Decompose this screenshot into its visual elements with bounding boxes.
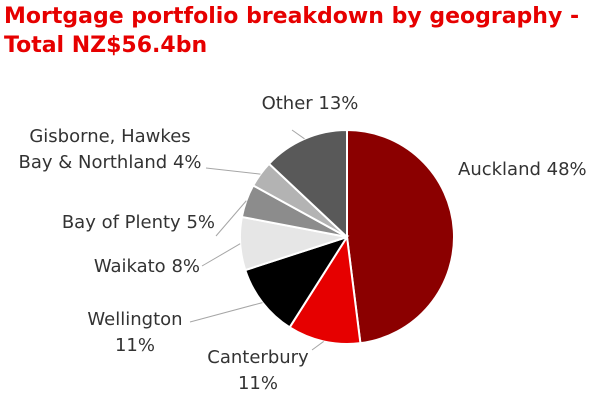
leader-line	[291, 129, 305, 140]
value-label: 8%	[171, 256, 200, 277]
value-label: 5%	[186, 212, 215, 233]
chart-title: Mortgage portfolio breakdown by geograph…	[4, 4, 580, 58]
category-label: Other	[261, 93, 313, 114]
category-label: Waikato	[93, 256, 166, 277]
pie-slice	[346, 128, 455, 345]
leader-line	[311, 341, 324, 351]
category-label: Bay of Plenty	[61, 212, 181, 233]
pie-slice	[288, 234, 362, 345]
data-label: Other 13%	[245, 91, 375, 117]
data-label: Waikato 8%	[60, 254, 200, 280]
data-label: Bay of Plenty 5%	[20, 210, 215, 236]
value-label: 11%	[114, 335, 155, 356]
value-label: 11%	[237, 373, 278, 394]
data-label: Canterbury 11%	[198, 345, 318, 397]
data-label: Auckland 48%	[458, 157, 598, 183]
value-label: 48%	[546, 159, 587, 180]
value-label: 13%	[318, 93, 359, 114]
pie-slice	[267, 128, 348, 240]
data-label: Wellington 11%	[80, 307, 190, 359]
leader-line	[205, 167, 261, 175]
value-label: 4%	[172, 152, 202, 173]
category-label: Gisborne, Hawkes Bay & Northland	[18, 126, 191, 173]
data-label: Gisborne, Hawkes Bay & Northland 4%	[12, 124, 208, 176]
leader-line	[189, 302, 263, 323]
category-label: Canterbury	[207, 347, 309, 368]
pie-slice	[243, 235, 350, 329]
category-label: Auckland	[458, 159, 541, 180]
leader-line	[215, 200, 247, 237]
category-label: Wellington	[87, 309, 183, 330]
leader-line	[201, 243, 241, 267]
